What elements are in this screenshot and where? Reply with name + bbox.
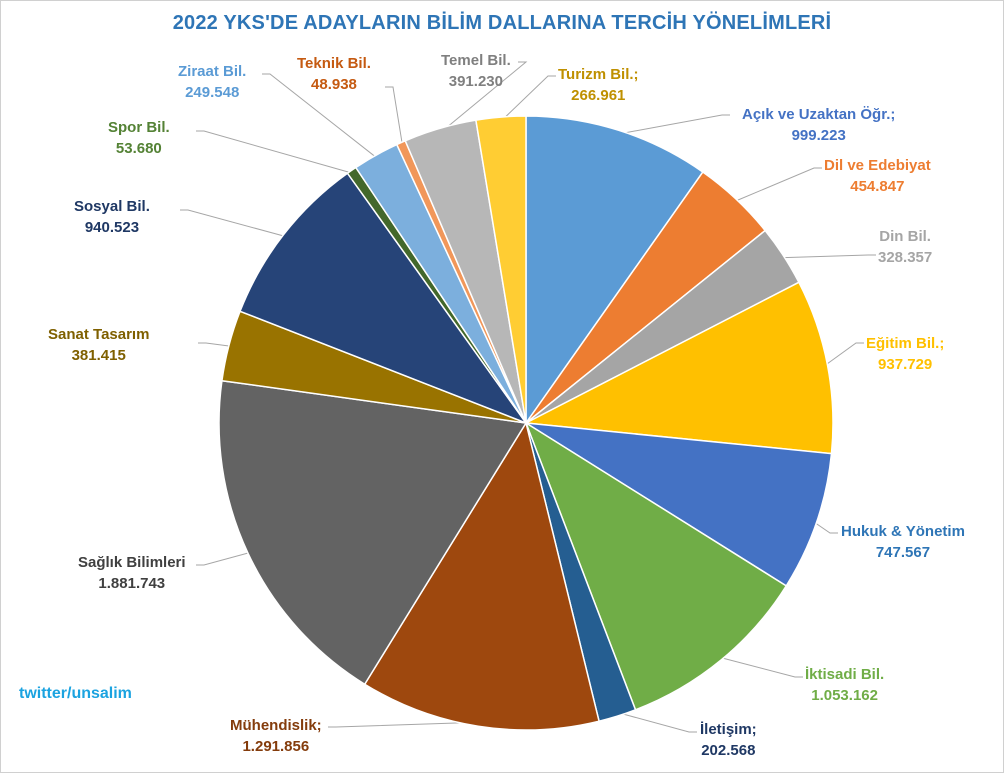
slice-name-label: Teknik Bil. [297,55,371,72]
slice-name-label: Açık ve Uzaktan Öğr.; [742,106,896,123]
data-label-ziraat-bil: Ziraat Bil. 249.548 [178,61,246,103]
slice-name-label: Eğitim Bil.; [866,335,945,352]
slice-value-label: 1.291.856 [242,738,310,755]
leader-line-turizm-bil [500,75,556,122]
slice-value-label: 53.680 [115,140,162,157]
slice-name-label: İletişim; [700,721,757,738]
data-label-iktisadi-bil: İktisadi Bil. 1.053.162 [805,664,884,706]
pie-slices [218,115,834,731]
slice-value-label: 454.847 [850,178,905,195]
slice-name-label: Ziraat Bil. [178,63,247,80]
leader-line-temel-bil [440,61,528,133]
data-label-turizm-bil: Turizm Bil.; 266.961 [558,64,639,106]
data-label-teknik-bil: Teknik Bil. 48.938 [297,53,371,95]
data-label-dil-ve-edebiyat: Dil ve Edebiyat 454.847 [824,155,931,197]
slice-value-label: 937.729 [878,356,933,373]
slice-name-label: Dil ve Edebiyat [824,157,931,174]
slice-name-label: Sanat Tasarım [48,326,150,343]
slice-name-label: İktisadi Bil. [805,666,885,683]
leader-line-din-bil [779,254,876,259]
leader-line-acik-ve-uzaktan-ogr [617,114,730,135]
pie-slice-iktisadi-bil [525,422,787,711]
pie-slice-saglik-bilimleri [218,379,527,685]
data-label-muhendislik: Mühendislik; 1.291.856 [230,715,322,757]
leader-line-saglik-bilimleri [196,551,252,566]
data-label-sosyal-bil: Sosyal Bil. 940.523 [74,196,150,238]
slice-value-label: 940.523 [84,219,140,236]
data-label-saglik-bilimleri: Sağlık Bilimleri 1.881.743 [78,552,186,594]
data-label-acik-ve-uzaktan-ogr: Açık ve Uzaktan Öğr.; 999.223 [742,104,895,146]
data-label-sanat-tasarim: Sanat Tasarım 381.415 [48,324,149,366]
slice-value-label: 249.548 [185,84,240,101]
leader-line-ziraat-bil [262,73,379,160]
slice-name-label: Turizm Bil.; [558,66,639,83]
credit-text: twitter/unsalim [19,685,132,702]
pie-slice-egitim-bil [525,281,834,455]
slice-name-label: Hukuk & Yönetim [841,523,965,540]
data-label-spor-bil: Spor Bil. 53.680 [108,117,170,159]
pie-slice-acik-ve-uzaktan-ogr [525,115,704,424]
slice-value-label: 381.415 [71,347,126,364]
slice-name-label: Mühendislik; [230,717,322,734]
leader-line-spor-bil [196,130,355,175]
slice-value-label: 999.223 [791,127,846,144]
slice-value-label: 1.053.162 [811,687,878,704]
leader-line-iletisim [616,711,697,733]
slice-name-label: Din Bil. [879,228,931,245]
data-label-egitim-bil: Eğitim Bil.; 937.729 [866,333,944,375]
chart-title: 2022 YKS'DE ADAYLARIN BİLİM DALLARINA TE… [172,12,832,34]
data-label-hukuk-yonetim: Hukuk & Yönetim 747.567 [841,521,965,563]
pie-slice-turizm-bil [475,115,527,424]
slice-value-label: 1.881.743 [98,575,166,592]
leader-lines [180,61,876,733]
leader-line-dil-ve-edebiyat [733,167,822,203]
pie-slice-sosyal-bil [239,172,527,424]
slice-value-label: 328.357 [878,249,933,266]
slice-name-label: Temel Bil. [441,52,511,69]
pie-slice-hukuk-yonetim [525,422,833,587]
leader-line-iktisadi-bil [718,656,803,678]
pie-slice-muhendislik [363,422,600,731]
data-label-temel-bil: Temel Bil. 391.230 [441,50,511,92]
leader-line-sosyal-bil [180,209,288,238]
slice-value-label: 48.938 [311,76,357,93]
slice-value-label: 202.568 [701,742,756,759]
data-label-iletisim: İletişim; 202.568 [700,719,757,761]
data-label-din-bil: Din Bil. 328.357 [878,226,932,268]
slice-name-label: Sağlık Bilimleri [78,554,186,571]
leader-line-sanat-tasarim [198,342,233,347]
leader-line-teknik-bil [385,86,404,147]
leader-line-muhendislik [328,721,479,728]
leader-line-hukuk-yonetim [812,520,838,534]
slice-value-label: 747.567 [875,544,931,561]
slice-name-label: Sosyal Bil. [74,198,150,215]
slice-value-label: 391.230 [448,73,503,90]
slice-value-label: 266.961 [571,87,626,104]
slice-name-label: Spor Bil. [108,119,170,136]
leader-line-egitim-bil [823,342,864,367]
